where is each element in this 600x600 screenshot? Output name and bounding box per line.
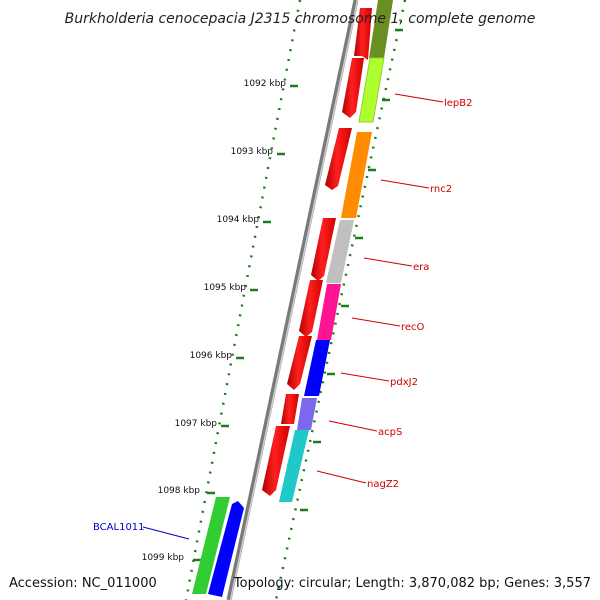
gene-label-rnc2[interactable]: rnc2 [430,184,452,195]
gene-label-acpS[interactable]: acpS [378,427,402,438]
kbp-label: 1093 kbp [231,147,274,157]
gene-block-recO[interactable] [317,284,341,340]
kbp-label: 1096 kbp [190,351,233,361]
cds-forward-arrow[interactable] [311,218,336,281]
cds-forward-arrow[interactable] [287,336,312,390]
gene-label-pdxJ2[interactable]: pdxJ2 [390,377,418,388]
kbp-label: 1097 kbp [175,419,218,429]
gene-block-olive[interactable] [369,0,393,58]
chromosome-backbone-highlight [229,0,359,600]
cds-forward-arrow[interactable] [342,58,364,118]
cds-blue-arrow[interactable] [208,501,244,597]
gene-block-nagZ2[interactable] [279,430,309,502]
gene-block-lepB2[interactable] [358,57,385,123]
gene-label-nagZ2[interactable]: nagZ2 [367,479,399,490]
gene-block-rnc2[interactable] [341,132,372,218]
gene-color-track [279,0,393,502]
gene-label-recO[interactable]: recO [401,322,425,333]
kbp-label: 1099 kbp [142,553,185,563]
cds-forward-arrow[interactable] [299,280,323,337]
map-title: Burkholderia cenocepacia J2315 chromosom… [65,11,536,27]
inner-tick-track [274,0,407,600]
bcal-region [192,497,244,597]
topology-text: Topology: circular; Length: 3,870,082 bp… [233,576,591,591]
gene-labels: lepB2 rnc2 era recO pdxJ2 acpS nagZ2 BCA… [93,98,473,533]
gene-label-lepB2[interactable]: lepB2 [444,98,473,109]
cds-forward-arrow[interactable] [281,394,299,424]
cds-forward-arrow[interactable] [262,426,290,496]
cds-forward-arrow[interactable] [325,128,352,190]
gene-block-era[interactable] [326,220,354,283]
cds-forward-track [262,8,372,496]
outer-tick-track [184,0,302,600]
major-ticks [193,84,298,562]
accession-text: Accession: NC_011000 [9,576,157,591]
cds-forward-arrow[interactable] [354,8,372,60]
gene-block-acpS[interactable] [297,398,317,430]
gene-label-BCAL1011[interactable]: BCAL1011 [93,522,145,533]
kbp-label: 1095 kbp [204,283,247,293]
gene-block-BCAL1011[interactable] [192,497,230,594]
gene-label-era[interactable]: era [413,262,429,273]
gene-block-pdxJ2[interactable] [304,340,330,396]
inner-major-ticks [300,28,403,512]
kbp-labels: 1092 kbp 1093 kbp 1094 kbp 1095 kbp 1096… [142,79,287,563]
kbp-label: 1092 kbp [244,79,287,89]
label-leaders [142,93,444,540]
kbp-label: 1098 kbp [158,486,201,496]
chromosome-backbone [226,0,359,600]
kbp-label: 1094 kbp [217,215,260,225]
